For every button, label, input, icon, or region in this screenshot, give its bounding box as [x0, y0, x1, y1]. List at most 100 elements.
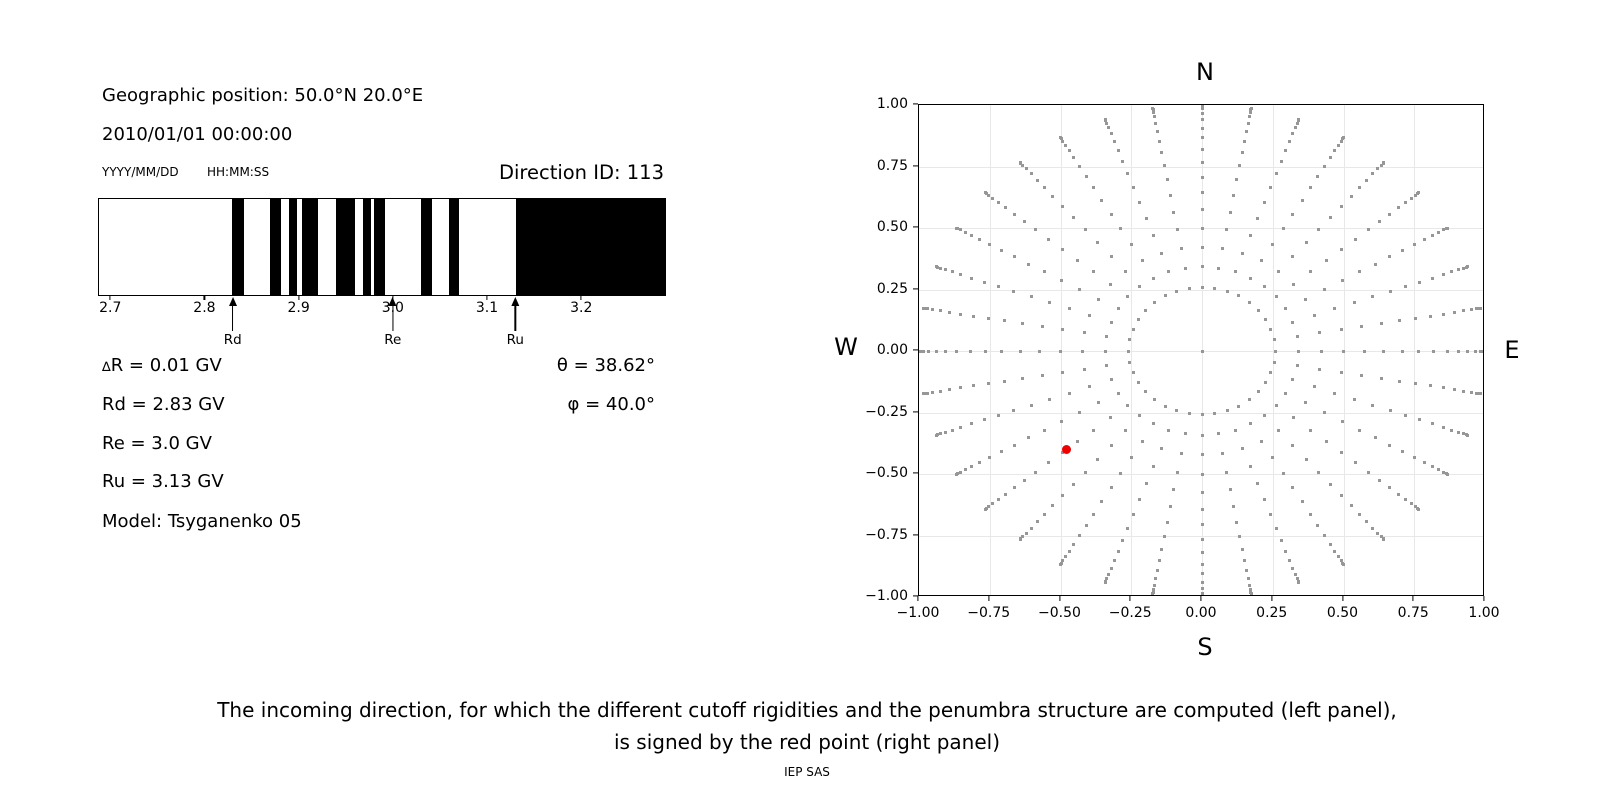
direction-grid-dot [1235, 178, 1239, 182]
direction-grid-dot [1131, 371, 1135, 375]
direction-grid-dot [1272, 360, 1276, 364]
direction-grid-dot [1437, 230, 1441, 234]
direction-grid-dot [938, 389, 942, 393]
direction-grid-dot [1404, 498, 1408, 502]
direction-grid-dot [970, 233, 974, 237]
direction-grid-dot [1379, 322, 1383, 326]
direction-grid-dot [1034, 228, 1038, 232]
direction-grid-dot [1362, 349, 1366, 353]
direction-grid-dot [947, 310, 951, 314]
x-tick-mark [1129, 596, 1131, 601]
direction-grid-dot [1108, 416, 1112, 420]
direction-grid-dot [1308, 186, 1312, 190]
direction-grid-dot [1256, 308, 1260, 312]
direction-grid-dot [1388, 486, 1392, 490]
direction-grid-dot [1274, 172, 1278, 176]
direction-grid-dot [943, 268, 947, 272]
direction-grid-dot [1200, 537, 1204, 541]
direction-grid-dot [1462, 309, 1466, 313]
y-tick-label: 0.75 [876, 157, 908, 174]
penumbra-forbidden-band [301, 199, 318, 295]
direction-grid-dot [1271, 456, 1275, 460]
direction-grid-dot [1018, 537, 1022, 541]
y-tick-mark [913, 472, 918, 474]
direction-grid-dot [1047, 301, 1051, 305]
direction-grid-dot [1388, 408, 1392, 412]
direction-grid-dot [983, 349, 987, 353]
direction-grid-dot [1237, 404, 1241, 408]
direction-grid-dot [1038, 349, 1042, 353]
direction-grid-dot [1277, 429, 1281, 433]
compass-label-w: W [834, 333, 858, 361]
direction-grid-dot [1260, 259, 1264, 263]
direction-grid-dot [1318, 331, 1322, 335]
direction-grid-dot [1437, 468, 1441, 472]
direction-grid-dot [1129, 242, 1133, 246]
direction-grid-dot [1029, 295, 1033, 299]
direction-grid-dot [1328, 156, 1332, 160]
direction-grid-dot [1029, 403, 1033, 407]
direction-grid-dot [1092, 428, 1096, 432]
y-tick-label: −0.50 [865, 465, 908, 481]
direction-grid-dot [1341, 278, 1345, 282]
direction-grid-dot [987, 316, 990, 320]
penumbra-forbidden-band [420, 199, 433, 295]
direction-grid-dot [1323, 411, 1327, 414]
direction-grid-dot [1432, 349, 1436, 353]
direction-grid-dot [1067, 549, 1071, 553]
direction-grid-dot [1413, 193, 1417, 197]
direction-grid-dot [1388, 255, 1392, 259]
direction-grid-dot [1063, 555, 1067, 559]
direction-grid-dot [934, 433, 938, 437]
direction-grid-dot [1339, 493, 1343, 497]
direction-grid-dot [1012, 408, 1016, 412]
direction-grid-dot [1262, 413, 1266, 417]
direction-grid-dot [1246, 577, 1250, 581]
direction-grid-dot [1249, 107, 1253, 111]
direction-grid-dot [1160, 547, 1164, 551]
direction-grid-dot [999, 450, 1003, 454]
direction-grid-dot [1243, 559, 1247, 563]
direction-grid-dot [1328, 542, 1332, 546]
direction-grid-dot [1084, 524, 1088, 527]
direction-grid-dot [1262, 200, 1266, 204]
arrow-shaft [392, 306, 394, 331]
direction-grid-dot [1232, 505, 1236, 509]
direction-grid-dot [1256, 390, 1260, 394]
direction-grid-dot [1337, 555, 1341, 559]
direction-grid-dot [1256, 482, 1260, 486]
y-tick-label: 0.25 [876, 280, 908, 297]
direction-grid-dot [921, 306, 925, 310]
direction-grid-dot [1004, 492, 1008, 496]
direction-grid-dot [1228, 488, 1232, 492]
direction-grid-dot [1241, 447, 1245, 451]
direction-grid-dot [1022, 219, 1026, 223]
direction-grid-dot [1262, 498, 1266, 502]
direction-grid-dot [983, 191, 987, 195]
compass-label-e: E [1504, 336, 1520, 364]
direction-grid-dot [1179, 451, 1183, 455]
direction-id-label: Direction ID: 113 [498, 161, 664, 184]
direction-grid-dot [1018, 349, 1022, 353]
penumbra-tick-mark [298, 296, 300, 300]
direction-grid-dot [1441, 273, 1445, 277]
direction-grid-dot [1096, 401, 1100, 405]
direction-grid-dot [1382, 349, 1386, 353]
direction-grid-dot [1379, 163, 1383, 167]
direction-grid-dot [970, 465, 974, 469]
direction-grid-dot [1353, 397, 1357, 401]
direction-grid-dot [1237, 294, 1241, 298]
direction-grid-dot [1123, 429, 1127, 433]
direction-grid-dot [1418, 418, 1422, 422]
direction-grid-dot [934, 265, 938, 269]
direction-grid-dot [959, 386, 963, 390]
direction-grid-dot [1029, 526, 1033, 530]
direction-grid-dot [1445, 472, 1449, 476]
direction-grid-dot [987, 382, 990, 386]
up-arrow-icon [228, 297, 237, 306]
direction-grid-dot [938, 309, 942, 313]
direction-grid-dot [1225, 289, 1229, 293]
direction-grid-dot [1430, 276, 1434, 280]
direction-grid-dot [1213, 412, 1217, 416]
direction-grid-dot [1153, 300, 1157, 304]
